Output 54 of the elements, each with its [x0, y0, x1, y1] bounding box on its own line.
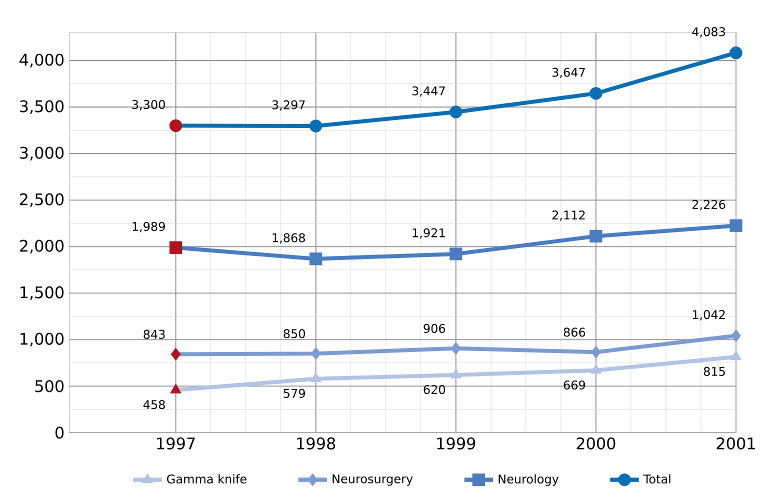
y-tick-label: 500 — [35, 380, 64, 392]
data-label: 1,042 — [692, 310, 725, 320]
point — [310, 120, 322, 132]
data-label: 620 — [424, 385, 446, 394]
data-label: 1,989 — [132, 222, 165, 232]
y-tick-label: 2,500 — [20, 193, 64, 207]
y-tick-label: 3,000 — [20, 146, 64, 160]
data-label: 1,868 — [272, 233, 305, 244]
point — [451, 342, 461, 355]
point — [730, 46, 742, 60]
x-tick-label: 1997 — [157, 437, 195, 450]
legend-label: Total — [643, 474, 670, 484]
legend-label: Gamma knife — [167, 474, 246, 484]
data-label: 3,300 — [132, 100, 165, 110]
data-label: 3,447 — [412, 86, 445, 97]
point — [450, 248, 462, 260]
y-tick-label: 3,500 — [20, 100, 64, 114]
y-tick-label: 2,000 — [20, 240, 64, 254]
data-label: 866 — [564, 328, 586, 337]
legend-label: Neurosurgery — [332, 474, 413, 486]
data-label: 4,083 — [692, 27, 725, 38]
x-tick-label: 1998 — [297, 437, 336, 450]
x-tick-label: 2001 — [716, 437, 755, 450]
point — [591, 346, 601, 358]
point — [590, 364, 602, 374]
data-label: 3,297 — [272, 100, 305, 111]
y-tick-label: 1,000 — [20, 332, 64, 346]
data-label: 1,921 — [412, 228, 445, 239]
data-label: 2,112 — [552, 210, 585, 221]
data-label: 815 — [704, 366, 725, 376]
data-label: 3,647 — [552, 68, 585, 78]
point — [730, 219, 742, 232]
point — [450, 368, 462, 378]
data-label: 850 — [284, 329, 305, 338]
point — [730, 350, 742, 360]
point — [450, 106, 462, 118]
legend-label: Neurology — [498, 474, 559, 486]
x-tick-label: 2000 — [576, 437, 616, 450]
y-tick-label: 0 — [56, 426, 64, 439]
y-tick-label: 4,000 — [20, 54, 64, 68]
point — [311, 347, 321, 360]
data-label: 843 — [144, 330, 165, 339]
data-label: 458 — [143, 400, 165, 410]
point — [310, 252, 322, 266]
data-label: 669 — [564, 380, 586, 390]
point — [310, 372, 322, 382]
x-tick-label: 1999 — [437, 437, 476, 450]
point — [590, 87, 602, 100]
data-label: 579 — [284, 388, 305, 398]
point — [590, 230, 602, 243]
y-tick-label: 1,500 — [20, 286, 64, 300]
data-label: 906 — [424, 324, 446, 333]
data-label: 2,226 — [692, 200, 726, 210]
point — [731, 329, 741, 342]
